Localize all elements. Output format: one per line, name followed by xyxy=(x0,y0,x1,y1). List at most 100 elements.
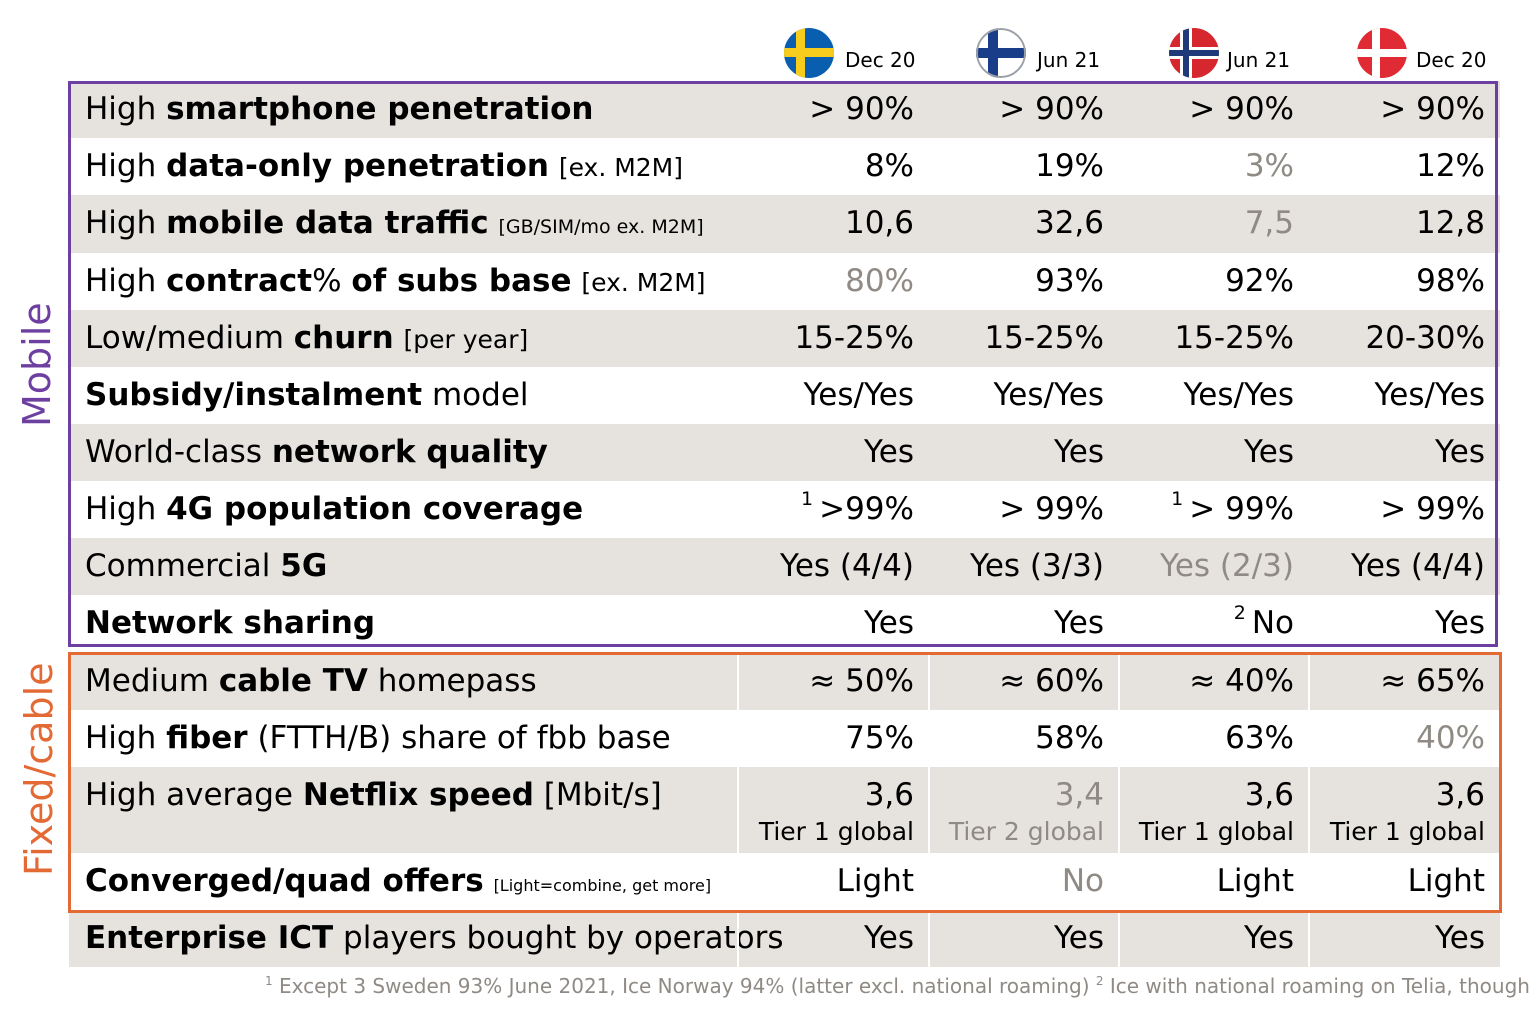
value-cell-denmark: 20-30% xyxy=(1365,310,1485,367)
value-text: Yes/Yes xyxy=(1183,377,1294,413)
value-cell-denmark: Yes/Yes xyxy=(1374,367,1485,424)
table-row: World-class network quality Yes Yes Yes Yes xyxy=(69,424,1500,481)
tier-label: Tier 1 global xyxy=(758,817,914,846)
row-label-emphasis: network quality xyxy=(271,434,548,470)
value-cell-denmark: Light xyxy=(1408,853,1485,910)
value-text: 98% xyxy=(1416,263,1485,299)
row-label-emphasis: data-only penetration xyxy=(166,148,549,184)
row-label-text: High xyxy=(85,205,167,241)
table-row: Commercial 5G Yes (4/4) Yes (3/3) Yes (2/3)… xyxy=(69,538,1500,595)
value-cell-denmark: Yes xyxy=(1435,424,1485,481)
row-label: Medium cable TV homepass xyxy=(85,653,537,710)
footnote-marker-1: 1 xyxy=(265,974,273,988)
value-cell-sweden: 10,6 xyxy=(845,195,914,252)
value-cell-denmark: Yes xyxy=(1435,595,1485,652)
date-sweden: Dec 20 xyxy=(845,48,916,72)
value-cell-sweden: 15-25% xyxy=(794,310,914,367)
value-cell-norway: Light xyxy=(1217,853,1294,910)
row-label-note: [Light=combine, get more] xyxy=(493,876,712,895)
value-cell-sweden: Yes (4/4) xyxy=(780,538,914,595)
value-cell-norway: ≈ 40% xyxy=(1189,653,1294,710)
norway-flag-icon xyxy=(1169,28,1219,78)
value-text: ≈ 65% xyxy=(1380,663,1485,699)
value-cell-finland: No xyxy=(1062,853,1104,910)
value-text: No xyxy=(1061,863,1104,899)
cell-divider xyxy=(737,853,739,910)
row-label-emphasis: of subs base xyxy=(351,263,572,299)
value-cell-denmark: 3,6 xyxy=(1436,767,1485,824)
value-cell-finland: 58% xyxy=(1035,710,1104,767)
fixed-group-label: Fixed/cable xyxy=(17,662,61,876)
row-label-emphasis: Subsidy/instalment xyxy=(85,377,423,413)
value-cell-denmark: 12% xyxy=(1416,138,1485,195)
cell-divider xyxy=(1308,853,1310,910)
value-cell-finland: 19% xyxy=(1035,138,1104,195)
value-text: 75% xyxy=(845,720,914,756)
footnote-text-2: Ice with national roaming on Telia, thou… xyxy=(1103,974,1530,998)
value-text: 20-30% xyxy=(1365,320,1485,356)
row-label-text: World-class xyxy=(85,434,272,470)
value-cell-norway: 7,5 xyxy=(1245,195,1294,252)
value-cell-norway: 15-25% xyxy=(1174,310,1294,367)
value-text: Yes/Yes xyxy=(993,377,1104,413)
row-label-text: High xyxy=(85,720,167,756)
table-row: High data-only penetration [ex. M2M] 8% 19… xyxy=(69,138,1500,195)
value-cell-finland: > 90% xyxy=(999,81,1104,138)
cell-divider xyxy=(928,910,930,967)
value-cell-finland: 3,4 xyxy=(1055,767,1104,824)
value-cell-sweden: ≈ 50% xyxy=(809,653,914,710)
value-cell-denmark: 12,8 xyxy=(1416,195,1485,252)
value-cell-finland: Yes (3/3) xyxy=(970,538,1104,595)
value-text: 3,6 xyxy=(1435,777,1485,813)
value-text: Yes xyxy=(863,605,914,641)
value-text: > 99% xyxy=(1189,491,1294,527)
value-cell-finland: Yes xyxy=(1054,910,1104,967)
value-text: 3% xyxy=(1244,148,1294,184)
value-text: ≈ 50% xyxy=(809,663,914,699)
value-cell-finland: Yes xyxy=(1054,595,1104,652)
value-text: 10,6 xyxy=(844,205,914,241)
value-cell-denmark: ≈ 65% xyxy=(1380,653,1485,710)
value-text: 15-25% xyxy=(984,320,1104,356)
row-label: Subsidy/instalment model xyxy=(85,367,529,424)
row-label: High 4G population coverage xyxy=(85,481,583,538)
value-text: Yes (3/3) xyxy=(970,548,1104,584)
row-label-text: [Mbit/s] xyxy=(533,777,662,813)
tier-label: Tier 1 global xyxy=(1329,817,1485,846)
value-cell-denmark: > 99% xyxy=(1380,481,1485,538)
value-cell-norway: Yes xyxy=(1244,424,1294,481)
value-cell-denmark: 98% xyxy=(1416,253,1485,310)
value-cell-norway: Yes (2/3) xyxy=(1160,538,1294,595)
fixed-group-box xyxy=(68,652,1502,913)
value-cell-norway: 2 No xyxy=(1234,595,1294,652)
row-label-note: [ex. M2M] xyxy=(558,153,684,182)
value-cell-sweden: Yes xyxy=(864,910,914,967)
row-label-emphasis: fiber xyxy=(166,720,248,756)
value-text: Yes xyxy=(863,920,914,956)
row-label-emphasis: smartphone penetration xyxy=(166,91,594,127)
mobile-group-box xyxy=(68,81,1498,647)
row-label-emphasis: contract xyxy=(166,263,313,299)
table-row: Converged/quad offers [Light=combine, ge… xyxy=(69,853,1500,910)
value-text: 3,6 xyxy=(1244,777,1294,813)
cell-divider xyxy=(737,767,739,853)
value-text: 15-25% xyxy=(794,320,914,356)
value-cell-denmark: 40% xyxy=(1416,710,1485,767)
value-text: > 99% xyxy=(1380,491,1485,527)
row-label-text: % xyxy=(312,263,352,299)
value-cell-finland: Yes/Yes xyxy=(993,367,1104,424)
value-text: Light xyxy=(1407,863,1485,899)
value-text: Yes xyxy=(863,434,914,470)
row-label-emphasis: Network sharing xyxy=(85,605,376,641)
value-cell-finland: ≈ 60% xyxy=(999,653,1104,710)
footnote-ref: 2 xyxy=(1233,602,1246,624)
value-text: 12,8 xyxy=(1415,205,1485,241)
sweden-flag-icon xyxy=(784,28,834,78)
table-row: Network sharing Yes Yes 2 No Yes xyxy=(69,595,1500,653)
value-cell-finland: 32,6 xyxy=(1035,195,1104,252)
value-text: 92% xyxy=(1225,263,1294,299)
value-text: Yes (2/3) xyxy=(1160,548,1294,584)
value-cell-norway: Yes/Yes xyxy=(1183,367,1294,424)
footnote-text-1: Except 3 Sweden 93% June 2021, Ice Norwa… xyxy=(272,974,1096,998)
row-label-emphasis: Converged/quad offers xyxy=(85,863,484,899)
